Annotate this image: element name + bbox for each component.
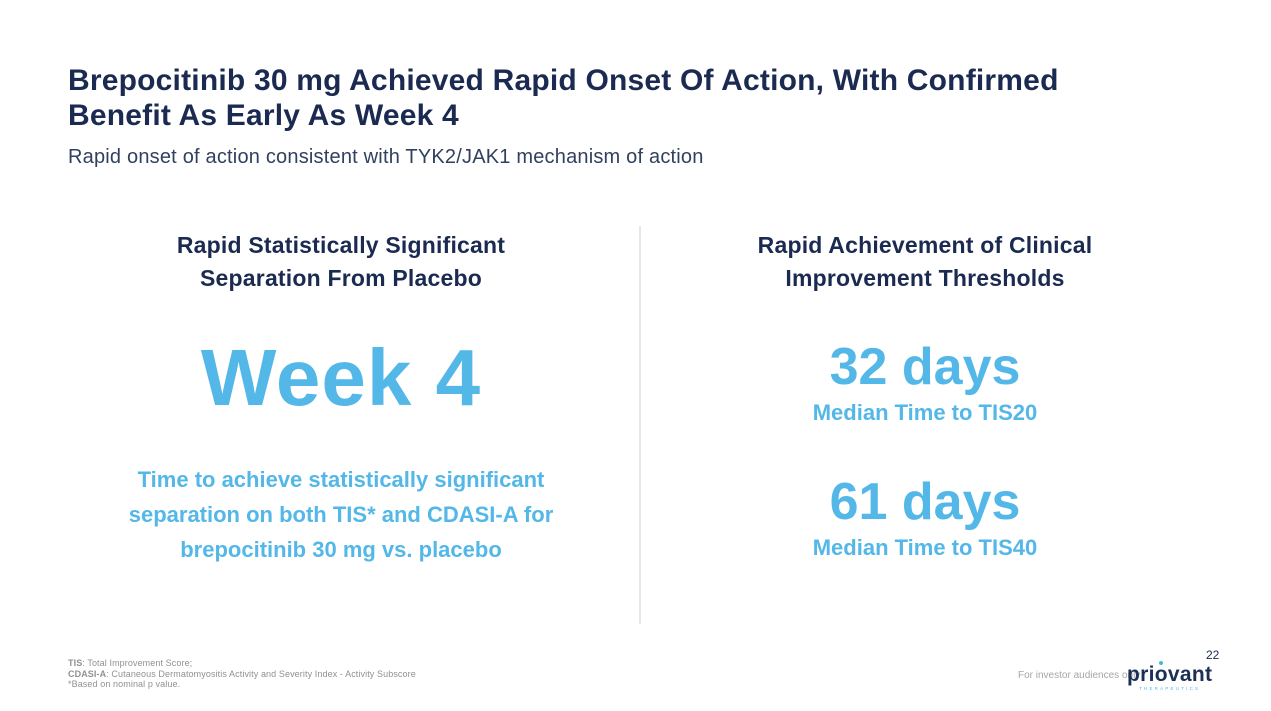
footnote-tis-term: TIS [68, 658, 83, 668]
week4-highlight: Week 4 [200, 333, 482, 422]
logo-part-pre: pri [1127, 663, 1155, 686]
stat-value-tis40: 61 days [829, 473, 1021, 531]
right-panel-heading-line1: Rapid Achievement of Clinical [757, 232, 1093, 258]
left-panel-caption-line1: Time to achieve statistically significan… [137, 467, 545, 492]
right-panel-heading-line2: Improvement Thresholds [785, 265, 1065, 291]
left-panel: Rapid Statistically Significant Separati… [70, 229, 612, 567]
column-divider [639, 226, 641, 624]
left-panel-heading: Rapid Statistically Significant Separati… [70, 229, 612, 295]
logo-part-o: o [1154, 663, 1168, 686]
priovant-logo: priovant THERAPEUTICS [1127, 664, 1212, 691]
footnote-pvalue: *Based on nominal p value. [68, 679, 416, 690]
logo-subtext: THERAPEUTICS [1139, 686, 1201, 691]
left-panel-heading-line1: Rapid Statistically Significant [176, 232, 506, 258]
footnote-cdasi-term: CDASI-A [68, 668, 107, 679]
slide-title-line2: Benefit As Early As Week 4 [68, 99, 459, 132]
right-panel-heading: Rapid Achievement of Clinical Improvemen… [660, 229, 1190, 295]
footnote-pvalue-text: *Based on nominal p value. [68, 679, 181, 689]
left-panel-caption-line3: brepocitinib 30 mg vs. placebo [180, 537, 502, 562]
slide-title-line1: Brepocitinib 30 mg Achieved Rapid Onset … [68, 64, 1059, 97]
logo-part-post: vant [1167, 663, 1213, 686]
footnotes: TIS: Total Improvement Score; CDASI-A: C… [68, 658, 416, 690]
slide-title: Brepocitinib 30 mg Achieved Rapid Onset … [68, 63, 1059, 133]
right-panel: Rapid Achievement of Clinical Improvemen… [660, 229, 1190, 561]
audience-note: For investor audiences only [1018, 670, 1141, 681]
stat-label-tis20: Median Time to TIS20 [812, 400, 1038, 425]
page-number: 22 [1206, 648, 1220, 662]
left-panel-heading-line2: Separation From Placebo [200, 265, 482, 291]
footnote-cdasi: CDASI-A: Cutaneous Dermatomyositis Activ… [68, 669, 416, 680]
slide-subtitle: Rapid onset of action consistent with TY… [68, 146, 704, 168]
footnote-tis: TIS: Total Improvement Score; [68, 658, 416, 669]
stat-label-tis40: Median Time to TIS40 [812, 535, 1038, 560]
stat-value-tis20: 32 days [829, 338, 1021, 396]
left-panel-caption: Time to achieve statistically significan… [70, 462, 612, 567]
left-panel-caption-line2: separation on both TIS* and CDASI-A for [128, 502, 554, 527]
priovant-wordmark: priovant [1127, 664, 1212, 685]
footnote-cdasi-text: : Cutaneous Dermatomyositis Activity and… [106, 668, 416, 679]
footnote-tis-text: : Total Improvement Score; [82, 658, 193, 668]
